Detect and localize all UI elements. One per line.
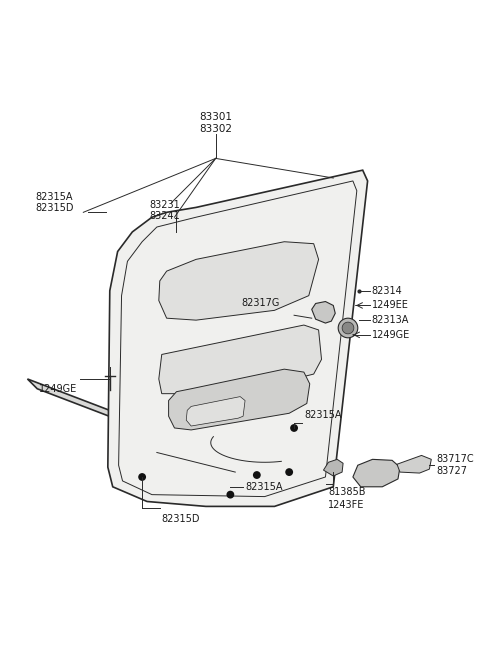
Polygon shape [159, 242, 319, 320]
Text: 82315A
82315D: 82315A 82315D [36, 192, 74, 214]
Text: 1243FE: 1243FE [328, 500, 365, 510]
Polygon shape [186, 397, 245, 426]
Text: 82315A: 82315A [245, 482, 283, 492]
Polygon shape [108, 170, 368, 506]
Text: 82313A: 82313A [372, 315, 409, 325]
Circle shape [227, 491, 234, 498]
Polygon shape [159, 325, 322, 394]
Circle shape [285, 468, 293, 476]
Text: 83717C
83727: 83717C 83727 [436, 455, 474, 476]
Text: 1249EE: 1249EE [372, 301, 408, 310]
Polygon shape [312, 301, 335, 323]
Polygon shape [119, 181, 357, 496]
Text: 82314: 82314 [372, 286, 402, 296]
Text: 1249GE: 1249GE [39, 384, 77, 394]
Text: 83231
83241: 83231 83241 [149, 200, 180, 221]
Text: 1249GE: 1249GE [372, 330, 410, 340]
Circle shape [290, 424, 298, 432]
Text: 82315D: 82315D [162, 514, 200, 524]
Text: 81385B: 81385B [328, 487, 366, 496]
Polygon shape [324, 459, 343, 476]
Circle shape [138, 473, 146, 481]
Polygon shape [397, 455, 432, 473]
Polygon shape [27, 379, 294, 487]
Text: 82317G: 82317G [241, 299, 279, 309]
Text: 83301
83302: 83301 83302 [199, 112, 232, 134]
Circle shape [253, 471, 261, 479]
Circle shape [338, 318, 358, 338]
Polygon shape [353, 459, 400, 487]
Circle shape [342, 322, 354, 334]
Text: 82315A: 82315A [304, 410, 341, 420]
Polygon shape [168, 369, 310, 430]
